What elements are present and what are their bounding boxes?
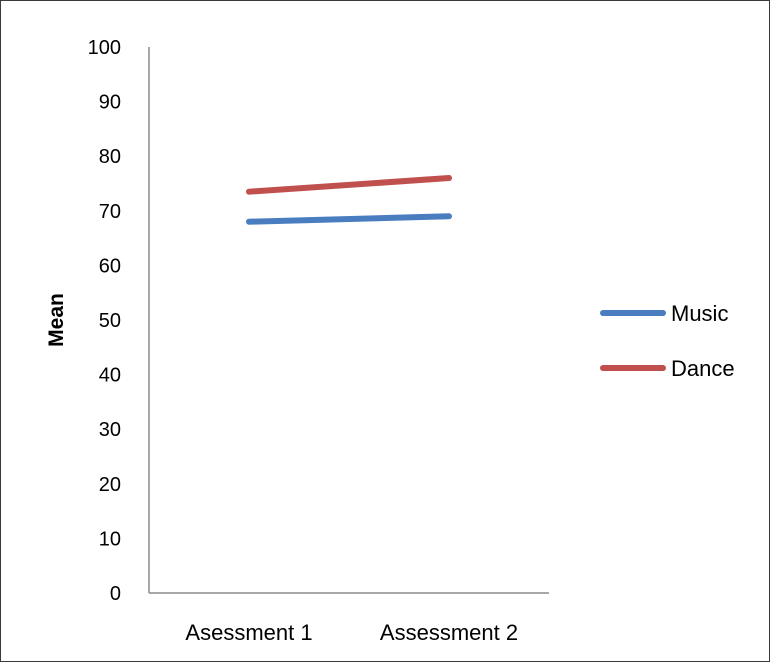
x-tick-label: Asessment 1 <box>185 620 312 645</box>
series-group <box>246 175 452 225</box>
legend: Music Dance <box>600 301 735 381</box>
x-tick-label: Assessment 2 <box>380 620 518 645</box>
legend-label-dance: Dance <box>671 356 735 381</box>
y-tick-label: 30 <box>99 419 121 441</box>
legend-label-music: Music <box>671 301 728 326</box>
x-axis-ticks: Asessment 1 Assessment 2 <box>185 620 518 645</box>
y-tick-label: 20 <box>99 474 121 496</box>
y-tick-label: 70 <box>99 201 121 223</box>
y-tick-label: 100 <box>88 37 121 59</box>
y-tick-label: 40 <box>99 365 121 387</box>
y-tick-label: 50 <box>99 310 121 332</box>
y-axis-title: Mean <box>45 293 68 347</box>
y-tick-label: 90 <box>99 92 121 114</box>
y-tick-label: 10 <box>99 528 121 550</box>
y-tick-label: 60 <box>99 255 121 277</box>
y-tick-label: 80 <box>99 146 121 168</box>
y-tick-label: 0 <box>110 583 121 605</box>
series-line-dance <box>246 175 452 195</box>
y-axis-ticks: 0 10 20 30 40 50 60 70 80 90 100 <box>88 37 121 605</box>
series-line-music <box>246 213 452 225</box>
